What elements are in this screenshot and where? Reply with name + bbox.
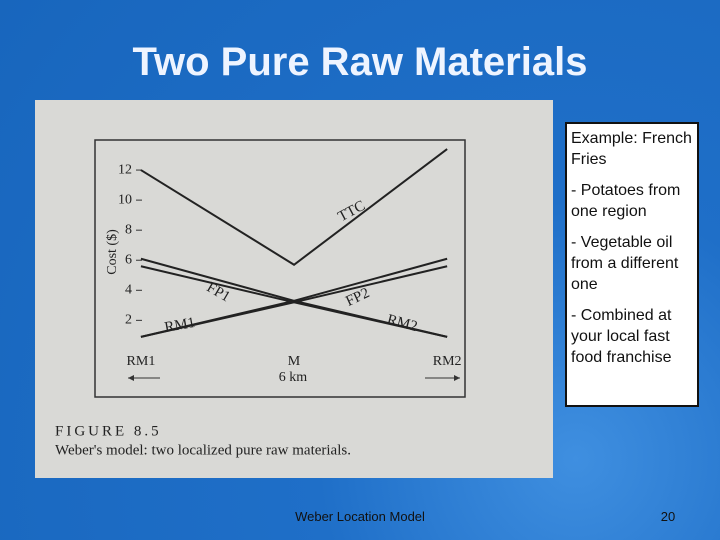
callout-text: - Vegetable oil from a different one xyxy=(571,234,679,293)
plot-frame xyxy=(94,139,466,398)
y-tick-label: 2 xyxy=(125,313,132,328)
y-tick-label: 4 xyxy=(125,283,132,298)
x-tick-label: M xyxy=(288,354,301,369)
page-number: 20 xyxy=(660,509,676,524)
y-tick-label: 10 xyxy=(118,192,132,207)
figure-label: FIGURE 8.5 xyxy=(55,423,162,439)
slide-title: Two Pure Raw Materials xyxy=(132,40,588,84)
x-axis-label: 6 km xyxy=(279,370,308,385)
series-line xyxy=(140,148,448,266)
callout-text: - Potatoes from one region xyxy=(571,182,681,220)
callout-text: Example: French Fries xyxy=(571,130,692,168)
x-tick-label: RM1 xyxy=(127,354,156,369)
callout-text: - Combined at your local fast food franc… xyxy=(571,307,672,366)
series-label: RM2 xyxy=(385,312,419,335)
callout: Example: French Fries - Potatoes from on… xyxy=(565,122,699,407)
y-tick-label: 6 xyxy=(125,252,132,267)
figure-caption: Weber's model: two localized pure raw ma… xyxy=(55,442,351,458)
arrow-head xyxy=(454,375,460,381)
series-label: RM1 xyxy=(163,315,196,336)
footer: Weber Location Model xyxy=(295,509,425,524)
y-tick-label: 12 xyxy=(118,162,132,177)
y-axis-label: Cost ($) xyxy=(105,229,120,275)
figure-image xyxy=(35,100,553,478)
x-tick-label: RM2 xyxy=(433,354,462,369)
series-line xyxy=(140,265,448,338)
arrow-head xyxy=(128,375,134,381)
y-tick-label: 8 xyxy=(125,222,132,237)
